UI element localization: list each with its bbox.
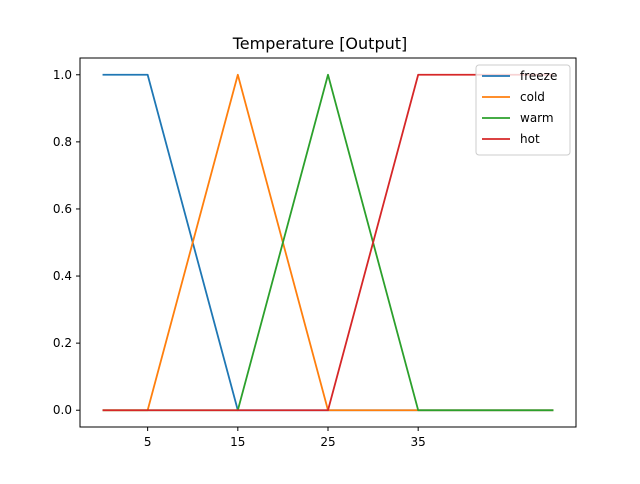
y-tick-label: 1.0 <box>53 68 72 82</box>
legend-label-warm: warm <box>520 111 554 125</box>
x-tick-label: 25 <box>320 435 335 449</box>
x-tick-label: 15 <box>230 435 245 449</box>
y-tick-label: 0.2 <box>53 336 72 350</box>
chart-title: Temperature [Output] <box>232 34 408 53</box>
y-tick-label: 0.0 <box>53 403 72 417</box>
y-axis: 0.0 0.2 0.4 0.6 0.8 1.0 <box>53 68 80 417</box>
x-tick-label: 5 <box>144 435 152 449</box>
legend-box <box>475 64 571 156</box>
y-tick-label: 0.4 <box>53 269 72 283</box>
legend-label-cold: cold <box>520 90 545 104</box>
x-axis: 5 15 25 35 <box>144 427 426 449</box>
legend: freeze cold warm hot <box>475 64 571 156</box>
y-tick-label: 0.8 <box>53 135 72 149</box>
legend-label-hot: hot <box>520 132 540 146</box>
x-tick-label: 35 <box>411 435 426 449</box>
y-tick-label: 0.6 <box>53 202 72 216</box>
legend-label-freeze: freeze <box>520 69 557 83</box>
